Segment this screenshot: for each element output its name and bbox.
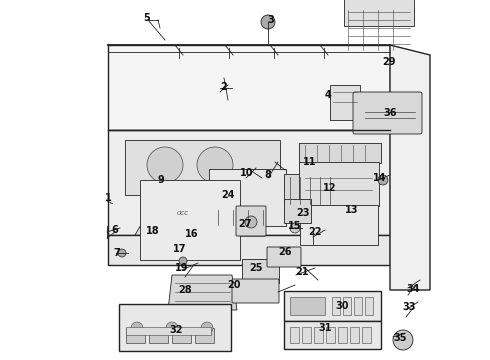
FancyBboxPatch shape: [326, 327, 335, 343]
FancyBboxPatch shape: [126, 327, 211, 335]
Text: 18: 18: [146, 226, 160, 236]
FancyBboxPatch shape: [195, 328, 214, 342]
Polygon shape: [330, 85, 360, 120]
FancyBboxPatch shape: [350, 327, 359, 343]
Text: 32: 32: [169, 325, 183, 335]
Text: 8: 8: [265, 170, 271, 180]
Text: 9: 9: [158, 175, 164, 185]
Circle shape: [118, 249, 126, 257]
FancyBboxPatch shape: [338, 327, 347, 343]
Text: 6: 6: [112, 225, 119, 235]
FancyBboxPatch shape: [284, 321, 381, 349]
FancyBboxPatch shape: [209, 169, 286, 226]
FancyBboxPatch shape: [343, 297, 351, 315]
Text: 23: 23: [296, 208, 310, 218]
Polygon shape: [168, 275, 237, 310]
Circle shape: [166, 322, 178, 334]
Text: 29: 29: [382, 57, 396, 67]
Text: 34: 34: [406, 284, 420, 294]
FancyBboxPatch shape: [302, 327, 311, 343]
Text: 25: 25: [249, 263, 263, 273]
Polygon shape: [108, 45, 390, 130]
Text: 12: 12: [323, 183, 337, 193]
Text: 1: 1: [105, 193, 111, 203]
Text: 4: 4: [325, 90, 331, 100]
Text: OCC: OCC: [177, 211, 189, 216]
Polygon shape: [108, 130, 390, 235]
Text: 35: 35: [393, 333, 407, 343]
FancyBboxPatch shape: [299, 143, 381, 163]
FancyBboxPatch shape: [232, 279, 279, 303]
FancyBboxPatch shape: [148, 328, 168, 342]
Text: 14: 14: [373, 173, 387, 183]
FancyBboxPatch shape: [362, 327, 371, 343]
Text: 17: 17: [173, 244, 187, 254]
Text: 36: 36: [383, 108, 397, 118]
Polygon shape: [300, 205, 378, 245]
FancyBboxPatch shape: [119, 304, 231, 351]
Text: 22: 22: [308, 227, 322, 237]
FancyBboxPatch shape: [290, 327, 299, 343]
Circle shape: [290, 223, 300, 233]
Circle shape: [147, 147, 183, 183]
Text: 5: 5: [144, 13, 150, 23]
Circle shape: [245, 216, 257, 228]
Circle shape: [393, 330, 413, 350]
FancyBboxPatch shape: [299, 162, 379, 206]
FancyBboxPatch shape: [284, 291, 381, 321]
FancyBboxPatch shape: [314, 327, 323, 343]
FancyBboxPatch shape: [290, 297, 325, 315]
Text: 16: 16: [185, 229, 199, 239]
Circle shape: [197, 147, 233, 183]
Text: 26: 26: [278, 247, 292, 257]
FancyBboxPatch shape: [172, 328, 191, 342]
FancyBboxPatch shape: [125, 328, 145, 342]
Text: 33: 33: [402, 302, 416, 312]
Text: 19: 19: [175, 263, 189, 273]
FancyBboxPatch shape: [354, 297, 362, 315]
FancyBboxPatch shape: [284, 174, 346, 206]
Circle shape: [179, 257, 187, 265]
Text: 11: 11: [303, 157, 317, 167]
Text: 28: 28: [178, 285, 192, 295]
Text: 27: 27: [238, 219, 252, 229]
Text: 10: 10: [240, 168, 254, 178]
Text: 13: 13: [345, 205, 359, 215]
Polygon shape: [125, 140, 280, 195]
Text: 20: 20: [227, 280, 241, 290]
Text: 2: 2: [220, 82, 227, 92]
Circle shape: [131, 322, 143, 334]
FancyBboxPatch shape: [353, 92, 422, 134]
Circle shape: [261, 15, 275, 29]
FancyBboxPatch shape: [187, 217, 237, 251]
FancyBboxPatch shape: [365, 297, 373, 315]
FancyBboxPatch shape: [218, 220, 264, 235]
Polygon shape: [140, 180, 240, 260]
FancyBboxPatch shape: [267, 247, 301, 267]
Text: 21: 21: [295, 267, 309, 277]
Text: 15: 15: [288, 221, 302, 231]
Polygon shape: [390, 45, 430, 290]
Polygon shape: [108, 235, 390, 265]
Circle shape: [201, 322, 213, 334]
FancyBboxPatch shape: [332, 297, 340, 315]
Text: 24: 24: [221, 190, 235, 200]
FancyBboxPatch shape: [242, 259, 279, 283]
Text: 30: 30: [335, 301, 349, 311]
Polygon shape: [135, 218, 175, 235]
FancyBboxPatch shape: [284, 199, 311, 223]
Text: 31: 31: [318, 323, 332, 333]
FancyBboxPatch shape: [344, 0, 414, 26]
Text: 7: 7: [114, 248, 121, 258]
FancyBboxPatch shape: [236, 206, 266, 236]
Text: 3: 3: [268, 15, 274, 25]
Circle shape: [378, 175, 388, 185]
